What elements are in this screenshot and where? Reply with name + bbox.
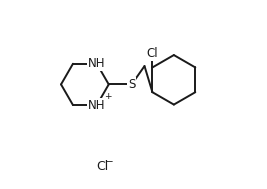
Text: S: S (128, 78, 135, 91)
Text: NH: NH (88, 98, 105, 112)
Text: Cl: Cl (96, 160, 108, 173)
Text: −: − (105, 157, 114, 167)
Text: NH: NH (88, 57, 105, 70)
Text: Cl: Cl (147, 47, 158, 60)
Text: +: + (104, 92, 112, 101)
